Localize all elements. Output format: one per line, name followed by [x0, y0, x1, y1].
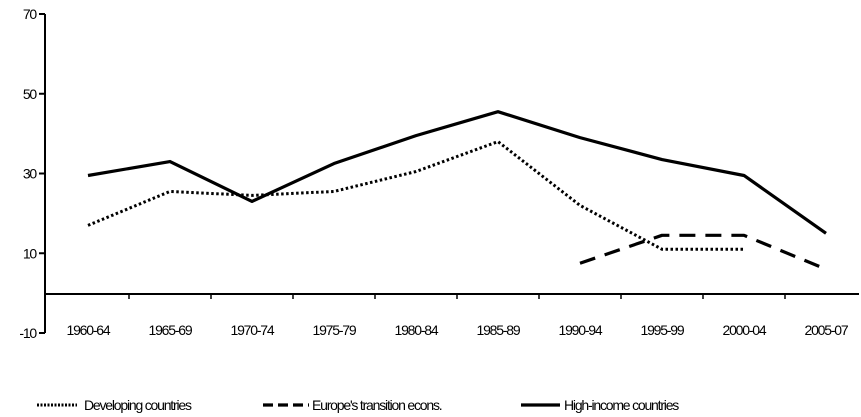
x-tick-label: 2000-04: [723, 322, 767, 338]
x-tick-label: 2005-07: [805, 322, 849, 338]
y-axis-ticks: -10 10 30 50 70: [19, 6, 45, 341]
x-tick-label: 1995-99: [641, 322, 685, 338]
y-tick-label: 70: [23, 6, 38, 22]
x-tick-label: 1970-74: [231, 322, 275, 338]
x-tick-label: 1975-79: [313, 322, 357, 338]
legend: Developing countries Europe's transition …: [37, 397, 680, 413]
legend-label: Europe's transition econs.: [312, 397, 442, 413]
y-tick-label: 50: [23, 86, 38, 102]
y-tick-label: 30: [23, 166, 38, 182]
x-tick-label: 1990-94: [559, 322, 603, 338]
series-line-europe-s-transition-econs: [579, 233, 827, 271]
series-line-developing-countries: [87, 140, 744, 251]
x-tick-label: 1960-64: [67, 322, 111, 338]
y-tick-label: 10: [23, 245, 38, 261]
x-tick-label: 1985-89: [477, 322, 521, 338]
x-tick-label: 1965-69: [149, 322, 193, 338]
chart-series: [87, 110, 827, 271]
legend-label: High-income countries: [564, 397, 679, 413]
y-tick-label: -10: [19, 325, 37, 341]
legend-label: Developing countries: [84, 397, 192, 413]
x-axis-ticks: 1960-64 1965-69 1970-74 1975-79 1980-84 1985-…: [67, 294, 850, 338]
series-line-high-income-countries: [87, 110, 827, 235]
x-tick-label: 1980-84: [395, 322, 439, 338]
